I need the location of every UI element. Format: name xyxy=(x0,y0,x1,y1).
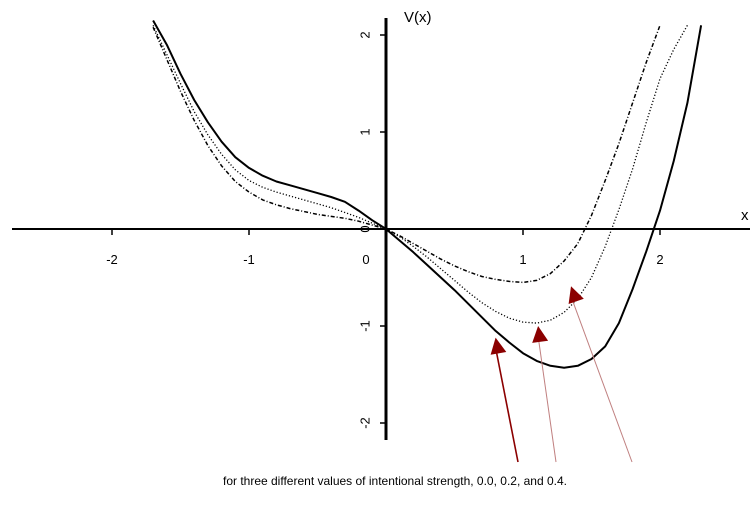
x-axis-label: x xyxy=(741,207,749,224)
y-tick-label: 1 xyxy=(357,128,372,135)
annotation-arrow-line xyxy=(570,296,633,463)
y-tick-label: -2 xyxy=(357,417,372,429)
annotation-arrow-head xyxy=(490,337,507,355)
caption: for three different values of intentiona… xyxy=(223,474,567,488)
y-tick-label: 0 xyxy=(357,225,372,232)
annotation-arrow-line xyxy=(494,347,519,463)
axes-group: -2 -1 0 1 2 2 1 0 -1 -2 xyxy=(12,18,750,440)
y-tick-label: -1 xyxy=(357,320,372,332)
x-tick-label: 1 xyxy=(519,252,526,267)
series-line-2 xyxy=(152,24,688,324)
annotation-arrow-line xyxy=(537,335,557,463)
x-tick-label: -1 xyxy=(243,252,255,267)
annotation-arrow-head xyxy=(532,326,549,343)
arrows-group xyxy=(490,286,633,463)
annotation-arrow-head xyxy=(568,286,584,304)
series-line-3 xyxy=(152,25,661,284)
x-tick-label: 0 xyxy=(362,252,369,267)
curves-group xyxy=(152,20,703,369)
series-line-1 xyxy=(152,20,703,369)
y-tick-label: 2 xyxy=(357,31,372,38)
x-tick-label: -2 xyxy=(106,252,118,267)
y-axis-label: V(x) xyxy=(404,9,432,26)
x-tick-label: 2 xyxy=(656,252,663,267)
